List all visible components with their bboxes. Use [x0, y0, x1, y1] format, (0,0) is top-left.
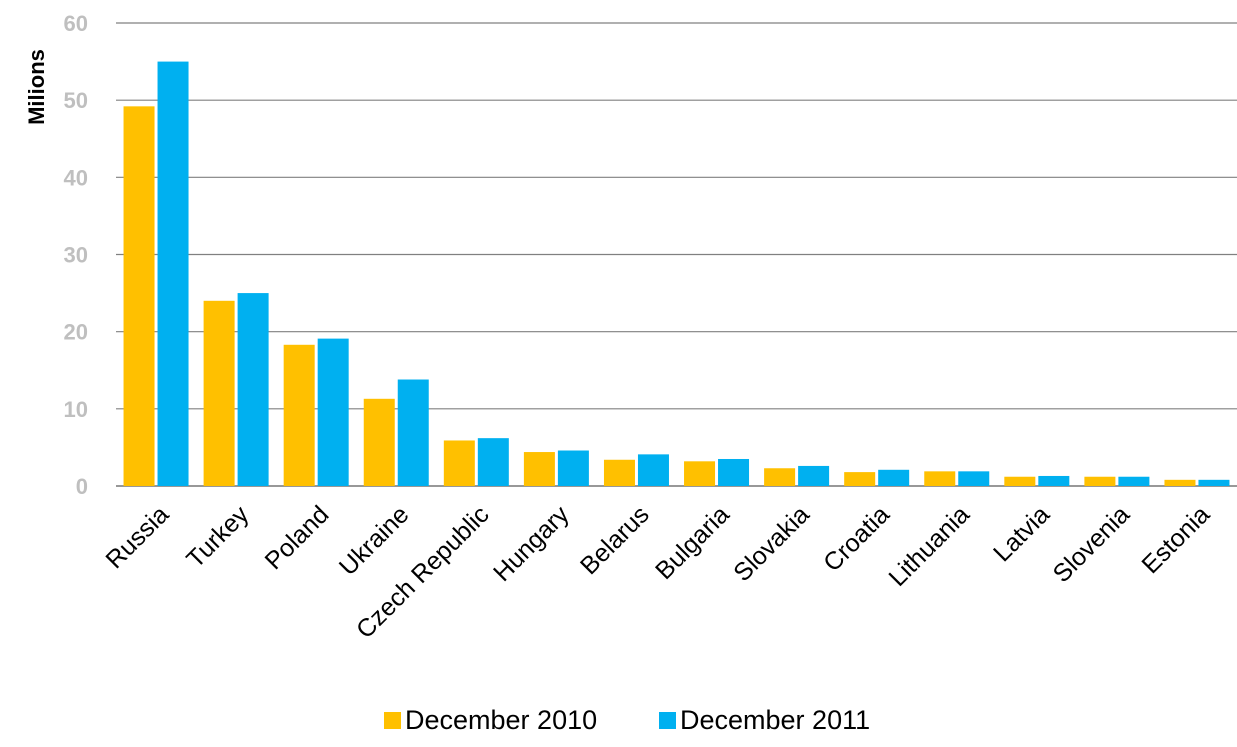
x-tick-label: Slovakia [728, 500, 815, 587]
x-tick-label: Ukraine [334, 500, 415, 581]
x-tick-label: Bulgaria [650, 500, 735, 585]
bar-ukraine-2011 [397, 379, 429, 486]
bar-hungary-2010 [523, 452, 555, 486]
y-tick-label: 10 [64, 397, 88, 422]
y-tick-label: 30 [64, 243, 88, 268]
bar-latvia-2011 [1038, 475, 1070, 486]
bar-croatia-2010 [844, 472, 876, 486]
x-tick-label: Turkey [181, 500, 255, 574]
bar-turkey-2011 [237, 293, 269, 486]
legend-swatch [384, 712, 401, 729]
y-axis-tick-labels: 0 10 20 30 40 50 60 [64, 11, 88, 499]
bar-croatia-2011 [878, 469, 910, 486]
legend: December 2010 December 2011 [384, 705, 870, 735]
x-tick-label: Latvia [988, 500, 1055, 567]
y-tick-label: 60 [64, 11, 88, 36]
bar-turkey-2010 [203, 300, 235, 486]
bar-belarus-2010 [603, 459, 635, 486]
bar-poland-2010 [283, 344, 315, 486]
bar-russia-2010 [123, 106, 155, 486]
bar-latvia-2010 [1004, 476, 1036, 486]
legend-label: December 2011 [680, 705, 870, 735]
bar-bulgaria-2011 [718, 458, 750, 486]
bar-hungary-2011 [557, 450, 589, 486]
x-tick-label: Hungary [488, 500, 575, 587]
bar-slovenia-2011 [1118, 476, 1150, 486]
bar-poland-2011 [317, 338, 349, 486]
y-tick-label: 20 [64, 320, 88, 345]
legend-swatch [659, 712, 676, 729]
bar-lithuania-2010 [924, 471, 956, 486]
bar-belarus-2011 [637, 454, 669, 486]
x-tick-label: Poland [260, 500, 335, 575]
bar-estonia-2010 [1164, 479, 1196, 486]
bar-ukraine-2010 [363, 398, 395, 486]
bar-slovakia-2010 [764, 468, 796, 486]
bar-lithuania-2011 [958, 471, 990, 486]
x-tick-label: Lithuania [883, 500, 975, 592]
x-tick-label: Belarus [575, 500, 655, 580]
x-tick-label: Croatia [818, 500, 895, 577]
legend-label: December 2010 [405, 705, 597, 735]
x-tick-label: Russia [100, 500, 174, 574]
x-tick-label: Estonia [1136, 500, 1215, 579]
y-tick-label: 40 [64, 165, 88, 190]
bar-czech-republic-2010 [443, 440, 475, 486]
y-axis-label: Milions [24, 49, 49, 125]
bar-russia-2011 [157, 61, 189, 486]
y-tick-label: 50 [64, 88, 88, 113]
x-tick-label: Slovenia [1048, 500, 1136, 588]
legend-item-2011: December 2011 [659, 705, 870, 735]
bar-bulgaria-2010 [684, 461, 716, 486]
bar-slovakia-2011 [798, 465, 830, 486]
bar-slovenia-2010 [1084, 476, 1116, 486]
bar-estonia-2011 [1198, 479, 1230, 486]
y-tick-label: 0 [76, 474, 88, 499]
bars [123, 61, 1230, 486]
bar-czech-republic-2011 [477, 438, 509, 486]
legend-item-2010: December 2010 [384, 705, 597, 735]
